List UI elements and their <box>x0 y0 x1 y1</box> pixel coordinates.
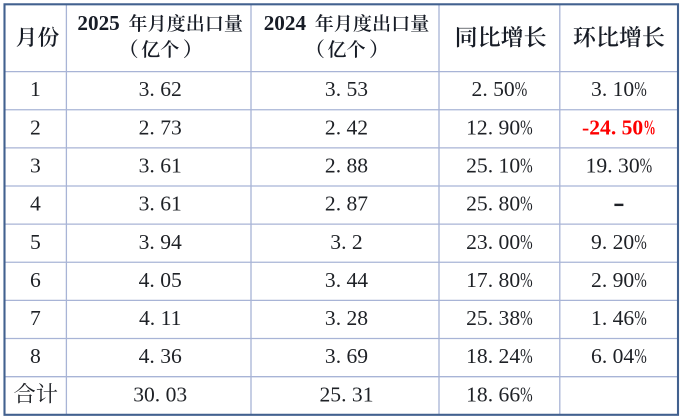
svg-text:2. 73: 2. 73 <box>139 115 182 139</box>
svg-text:2. 87: 2. 87 <box>325 192 368 216</box>
svg-text:25. 80: 25. 80 <box>466 192 520 216</box>
svg-text:1: 1 <box>30 77 41 101</box>
svg-text:6: 6 <box>30 268 41 292</box>
svg-text:%: % <box>520 268 533 292</box>
svg-text:%: % <box>520 153 533 177</box>
svg-text:%: % <box>520 382 533 406</box>
svg-text:%: % <box>515 77 528 101</box>
svg-text:4: 4 <box>30 192 41 216</box>
svg-text:18. 66: 18. 66 <box>466 382 520 406</box>
svg-text:3. 2: 3. 2 <box>330 230 362 254</box>
svg-text:25. 10: 25. 10 <box>466 153 520 177</box>
svg-text:4. 05: 4. 05 <box>139 268 182 292</box>
svg-text:6. 04: 6. 04 <box>591 344 634 368</box>
svg-text:1. 46: 1. 46 <box>591 306 634 330</box>
svg-text:3. 94: 3. 94 <box>139 230 182 254</box>
svg-text:30. 03: 30. 03 <box>133 382 187 406</box>
svg-text:3. 28: 3. 28 <box>325 306 368 330</box>
svg-text:23. 00: 23. 00 <box>466 230 520 254</box>
svg-text:2025: 2025 <box>77 11 119 35</box>
svg-text:9. 20: 9. 20 <box>591 230 634 254</box>
svg-text:%: % <box>520 192 533 216</box>
svg-text:3. 61: 3. 61 <box>139 192 182 216</box>
svg-text:8: 8 <box>30 344 41 368</box>
svg-text:12. 90: 12. 90 <box>466 115 520 139</box>
svg-text:7: 7 <box>30 306 41 330</box>
svg-text:2. 42: 2. 42 <box>325 115 368 139</box>
svg-text:3: 3 <box>30 153 41 177</box>
svg-text:3. 69: 3. 69 <box>325 344 368 368</box>
svg-text:17. 80: 17. 80 <box>466 268 520 292</box>
svg-text:3. 62: 3. 62 <box>139 77 182 101</box>
svg-text:2. 88: 2. 88 <box>325 153 368 177</box>
svg-text:2. 50: 2. 50 <box>472 77 515 101</box>
svg-text:3. 61: 3. 61 <box>139 153 182 177</box>
svg-text:25. 31: 25. 31 <box>320 382 374 406</box>
svg-text:%: % <box>643 115 656 139</box>
svg-text:5: 5 <box>30 230 41 254</box>
svg-text:-24. 50: -24. 50 <box>582 115 643 139</box>
svg-text:%: % <box>634 77 647 101</box>
svg-text:3. 53: 3. 53 <box>325 77 368 101</box>
svg-text:%: % <box>640 153 653 177</box>
svg-text:4. 11: 4. 11 <box>139 306 181 330</box>
svg-text:4. 36: 4. 36 <box>139 344 182 368</box>
svg-text:2024: 2024 <box>264 11 307 35</box>
svg-text:2. 90: 2. 90 <box>591 268 634 292</box>
svg-text:%: % <box>520 230 533 254</box>
svg-text:3. 10: 3. 10 <box>591 77 634 101</box>
svg-text:%: % <box>634 230 647 254</box>
svg-text:3. 44: 3. 44 <box>325 268 368 292</box>
svg-text:25. 38: 25. 38 <box>466 306 520 330</box>
svg-text:19. 30: 19. 30 <box>586 153 640 177</box>
svg-text:18. 24: 18. 24 <box>466 344 520 368</box>
svg-text:%: % <box>634 306 647 330</box>
svg-text:%: % <box>634 268 647 292</box>
svg-text:%: % <box>520 306 533 330</box>
svg-text:%: % <box>634 344 647 368</box>
svg-text:2: 2 <box>30 115 41 139</box>
svg-text:%: % <box>520 344 533 368</box>
svg-text:%: % <box>520 115 533 139</box>
